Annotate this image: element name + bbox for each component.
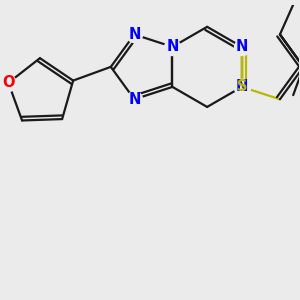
Text: N: N xyxy=(236,80,248,94)
Text: S: S xyxy=(237,80,247,94)
Text: N: N xyxy=(128,27,140,42)
Text: N: N xyxy=(128,92,140,107)
Text: O: O xyxy=(2,75,15,90)
Text: N: N xyxy=(166,39,178,54)
Text: N: N xyxy=(236,39,248,54)
